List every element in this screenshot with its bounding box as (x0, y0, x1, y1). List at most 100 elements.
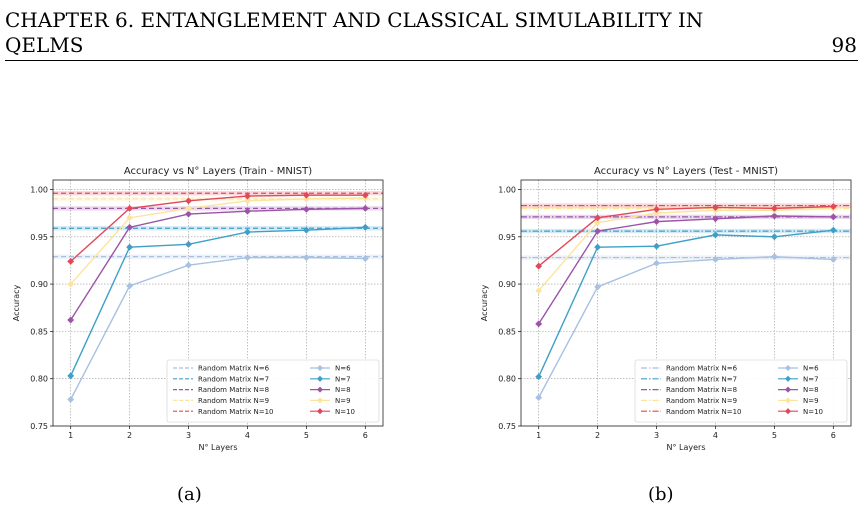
legend-marker (784, 386, 792, 393)
data-point (829, 256, 837, 263)
data-point (302, 191, 310, 199)
data-point (67, 372, 75, 380)
data-point (653, 242, 660, 250)
plot-frame (520, 179, 852, 427)
data-point (829, 226, 837, 234)
data-point (302, 195, 310, 203)
y-tick-label: 0.95 (498, 233, 516, 242)
data-point (126, 243, 134, 251)
legend-label-series: N=6 (803, 365, 819, 373)
series-line (538, 205, 834, 267)
data-point (67, 316, 75, 324)
data-point (185, 261, 192, 269)
series-line (538, 215, 834, 325)
header-rule (5, 60, 858, 61)
chapter-title-line1: CHAPTER 6. ENTANGLEMENT AND CLASSICAL SI… (5, 8, 704, 32)
plot-frame (52, 179, 384, 427)
legend-marker (784, 364, 792, 372)
data-point (126, 223, 134, 231)
data-point (712, 215, 719, 223)
chart-train: Accuracy vs N° Layers (Train - MNIST) 0.7… (12, 166, 384, 452)
data-point (302, 205, 310, 213)
y-tick-label: 1.00 (498, 185, 516, 194)
legend-label-series: N=6 (335, 365, 351, 373)
baseline-band (53, 206, 383, 211)
data-point (302, 226, 310, 234)
data-point (361, 255, 369, 262)
data-point (244, 254, 251, 262)
legend-label-baseline: Random Matrix N=7 (666, 375, 737, 383)
legend-label-series: N=8 (335, 386, 351, 394)
data-point (594, 227, 602, 235)
y-tick-label: 1.00 (30, 185, 48, 194)
series-line (70, 194, 366, 262)
data-point (67, 257, 75, 265)
data-point (770, 204, 778, 212)
legend-label-series: N=10 (803, 408, 823, 416)
legend-marker (316, 397, 324, 404)
legend-marker (316, 375, 324, 382)
x-tick-label: 3 (654, 431, 659, 440)
baseline-band (53, 226, 383, 231)
data-point (126, 282, 134, 290)
data-point (185, 204, 192, 212)
legend-label-baseline: Random Matrix N=9 (666, 397, 737, 405)
data-point (594, 243, 602, 251)
legend-label-series: N=8 (803, 386, 819, 394)
data-point (126, 204, 134, 212)
data-point (594, 219, 602, 227)
y-axis-label: Accuracy (480, 284, 489, 321)
x-tick-label: 6 (363, 431, 368, 440)
legend-label-baseline: Random Matrix N=8 (198, 386, 269, 394)
series-line (538, 207, 834, 292)
data-point (712, 204, 719, 211)
data-point (185, 197, 192, 205)
baseline-band (53, 254, 383, 259)
data-point (829, 213, 837, 221)
chart-title: Accuracy vs N° Layers (Train - MNIST) (124, 166, 312, 177)
data-point (770, 253, 778, 261)
data-point (653, 259, 660, 267)
x-axis-label: N° Layers (667, 443, 706, 452)
data-point (770, 212, 778, 220)
x-axis-label: N° Layers (199, 443, 238, 452)
data-point (126, 214, 134, 222)
x-tick-label: 6 (831, 431, 836, 440)
x-tick-label: 5 (772, 431, 777, 440)
y-axis-label: Accuracy (12, 284, 21, 321)
legend-marker (316, 364, 324, 372)
running-header: CHAPTER 6. ENTANGLEMENT AND CLASSICAL SI… (5, 8, 703, 58)
chart-test: Accuracy vs N° Layers (Test - MNIST) 0.75… (480, 166, 852, 452)
legend-marker (316, 408, 324, 415)
y-tick-label: 0.80 (498, 375, 516, 384)
data-point (653, 218, 660, 226)
data-point (361, 191, 369, 199)
legend-label-baseline: Random Matrix N=6 (666, 365, 738, 373)
caption-b: (b) (648, 484, 674, 505)
series-line (70, 226, 366, 377)
y-tick-label: 0.80 (30, 375, 48, 384)
data-point (653, 209, 660, 217)
series-line (538, 229, 834, 378)
legend-label-baseline: Random Matrix N=10 (198, 408, 273, 416)
data-point (244, 192, 251, 200)
legend-box (634, 359, 848, 423)
legend-label-series: N=9 (803, 397, 819, 405)
data-point (185, 240, 192, 248)
data-point (535, 373, 543, 381)
page-number: 98 (831, 33, 857, 57)
x-tick-label: 2 (595, 431, 600, 440)
data-point (712, 256, 719, 263)
data-point (653, 205, 660, 213)
data-point (594, 283, 602, 291)
legend-box (166, 359, 380, 423)
y-tick-label: 0.95 (30, 233, 48, 242)
data-point (535, 394, 543, 402)
y-tick-label: 0.85 (498, 327, 516, 336)
x-tick-label: 4 (245, 431, 250, 440)
data-point (770, 233, 778, 241)
x-tick-label: 4 (713, 431, 718, 440)
data-point (244, 228, 251, 236)
data-point (535, 262, 543, 270)
caption-a: (a) (177, 484, 202, 505)
